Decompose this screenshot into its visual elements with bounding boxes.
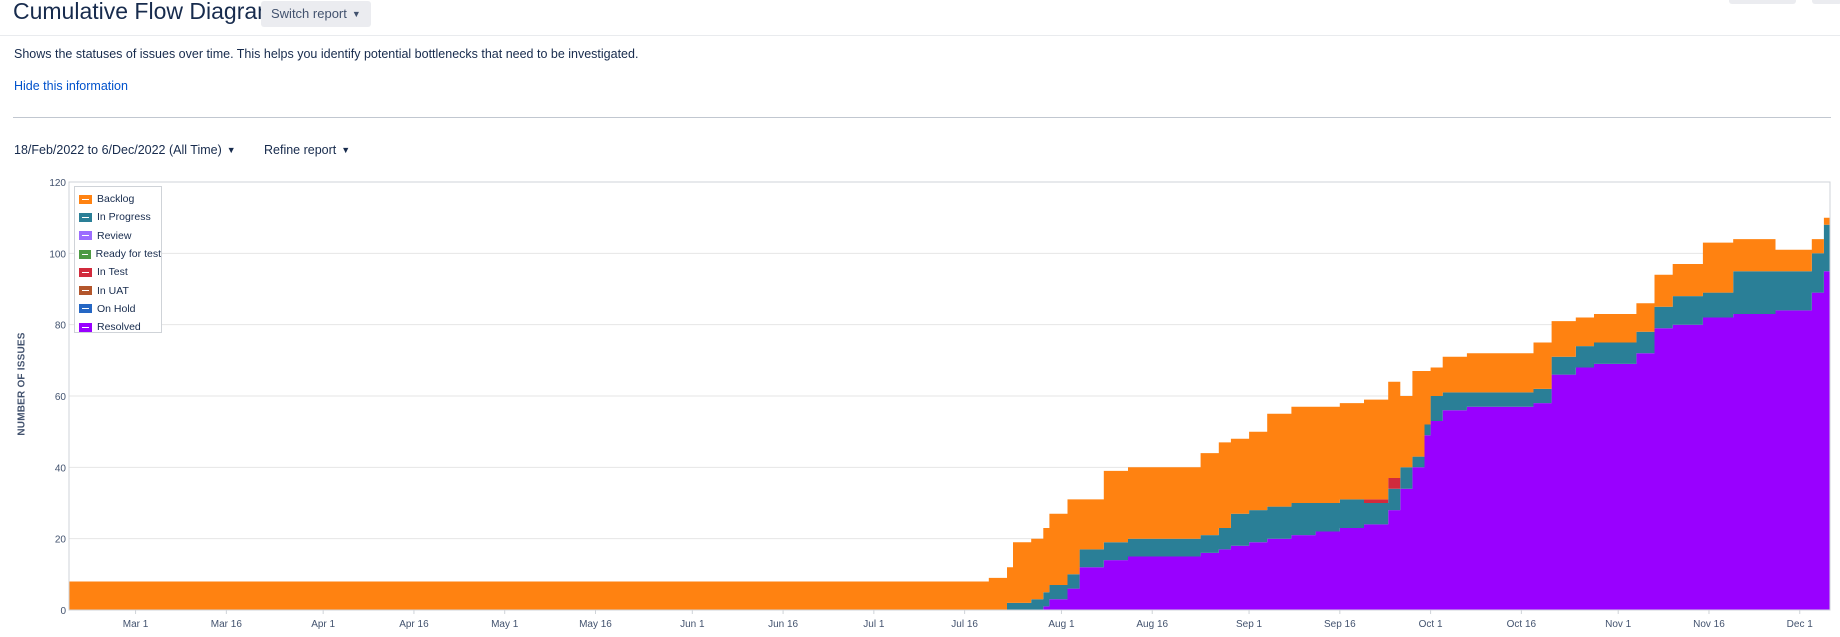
x-tick-label: Sep 16 [1324, 619, 1356, 630]
legend-label: Backlog [97, 193, 135, 206]
chart-legend: Backlog In Progress Review Ready for test In… [74, 186, 162, 333]
page-title: Cumulative Flow Diagram [13, 0, 277, 24]
y-tick-label: 100 [49, 249, 66, 260]
y-tick-label: 40 [55, 463, 67, 474]
chevron-down-icon: ▼ [351, 9, 361, 19]
legend-swatch-icon [79, 322, 92, 332]
legend-swatch-icon [79, 212, 92, 222]
legend-label: In UAT [97, 284, 129, 297]
hide-information-link[interactable]: Hide this information [14, 79, 128, 93]
toolbar-button[interactable] [1729, 0, 1796, 4]
x-tick-label: Nov 1 [1605, 619, 1632, 630]
refine-report-label: Refine report [264, 143, 337, 157]
y-tick-label: 20 [55, 535, 67, 546]
legend-swatch-icon [79, 249, 91, 259]
x-tick-label: Nov 16 [1693, 619, 1725, 630]
refine-report-button[interactable]: Refine report ▼ [264, 143, 350, 157]
legend-item[interactable]: Review [75, 227, 161, 245]
switch-report-label: Switch report [271, 6, 347, 21]
x-tick-label: Apr 1 [311, 619, 335, 630]
x-tick-label: Jun 1 [680, 619, 705, 630]
x-tick-label: Sep 1 [1236, 619, 1263, 630]
chevron-down-icon: ▼ [341, 145, 351, 155]
chart-areas [69, 203, 1830, 611]
x-tick-label: Jul 16 [951, 619, 978, 630]
x-tick-label: May 1 [491, 619, 519, 630]
legend-item[interactable]: In Test [75, 263, 161, 281]
x-tick-label: Mar 16 [211, 619, 243, 630]
x-tick-label: Aug 1 [1048, 619, 1075, 630]
x-tick-label: Jul 1 [863, 619, 885, 630]
x-tick-label: Dec 1 [1787, 619, 1814, 630]
y-tick-label: 0 [60, 606, 66, 617]
legend-item[interactable]: In Progress [75, 208, 161, 226]
legend-label: On Hold [97, 302, 136, 315]
plot-frame [68, 181, 1831, 611]
toolbar-button[interactable] [1812, 0, 1840, 4]
x-tick-label: Apr 16 [399, 619, 429, 630]
legend-swatch-icon [79, 231, 92, 241]
legend-item[interactable]: Backlog [75, 190, 161, 208]
area-resolved [69, 271, 1830, 610]
x-tick-label: Oct 16 [1507, 619, 1537, 630]
x-tick-label: Oct 1 [1419, 619, 1443, 630]
x-tick-label: Jun 16 [768, 619, 798, 630]
chevron-down-icon: ▼ [226, 145, 236, 155]
chart-axes: 0 20 40 60 80 100 120 Mar 1 Mar 16 Apr 1 Apr 16 May… [49, 178, 1813, 630]
y-tick-label: 60 [55, 392, 67, 403]
legend-label: In Progress [97, 211, 151, 224]
legend-swatch-icon [79, 304, 92, 314]
y-tick-label: 80 [55, 321, 67, 332]
y-axis-title: NUMBER OF ISSUES [16, 332, 28, 436]
x-tick-label: Mar 1 [123, 619, 149, 630]
section-divider [13, 117, 1831, 118]
x-tick-label: Aug 16 [1136, 619, 1168, 630]
x-tick-label: May 16 [579, 619, 612, 630]
legend-label: Ready for test [95, 248, 161, 261]
legend-swatch-icon [79, 194, 92, 204]
report-header: Cumulative Flow Diagram Switch report ▼ [0, 0, 1840, 36]
date-range-label: 18/Feb/2022 to 6/Dec/2022 (All Time) [14, 143, 222, 157]
legend-item[interactable]: Resolved [75, 318, 161, 336]
legend-item[interactable]: Ready for test [75, 245, 161, 263]
legend-label: In Test [97, 266, 128, 279]
legend-swatch-icon [79, 267, 92, 277]
legend-swatch-icon [79, 286, 92, 296]
legend-label: Review [97, 229, 132, 242]
legend-label: Resolved [97, 321, 141, 334]
report-description: Shows the statuses of issues over time. … [14, 47, 639, 61]
date-range-selector[interactable]: 18/Feb/2022 to 6/Dec/2022 (All Time) ▼ [14, 143, 236, 157]
legend-item[interactable]: In UAT [75, 281, 161, 299]
legend-item[interactable]: On Hold [75, 300, 161, 318]
switch-report-button[interactable]: Switch report ▼ [261, 1, 371, 27]
y-tick-label: 120 [49, 178, 66, 189]
